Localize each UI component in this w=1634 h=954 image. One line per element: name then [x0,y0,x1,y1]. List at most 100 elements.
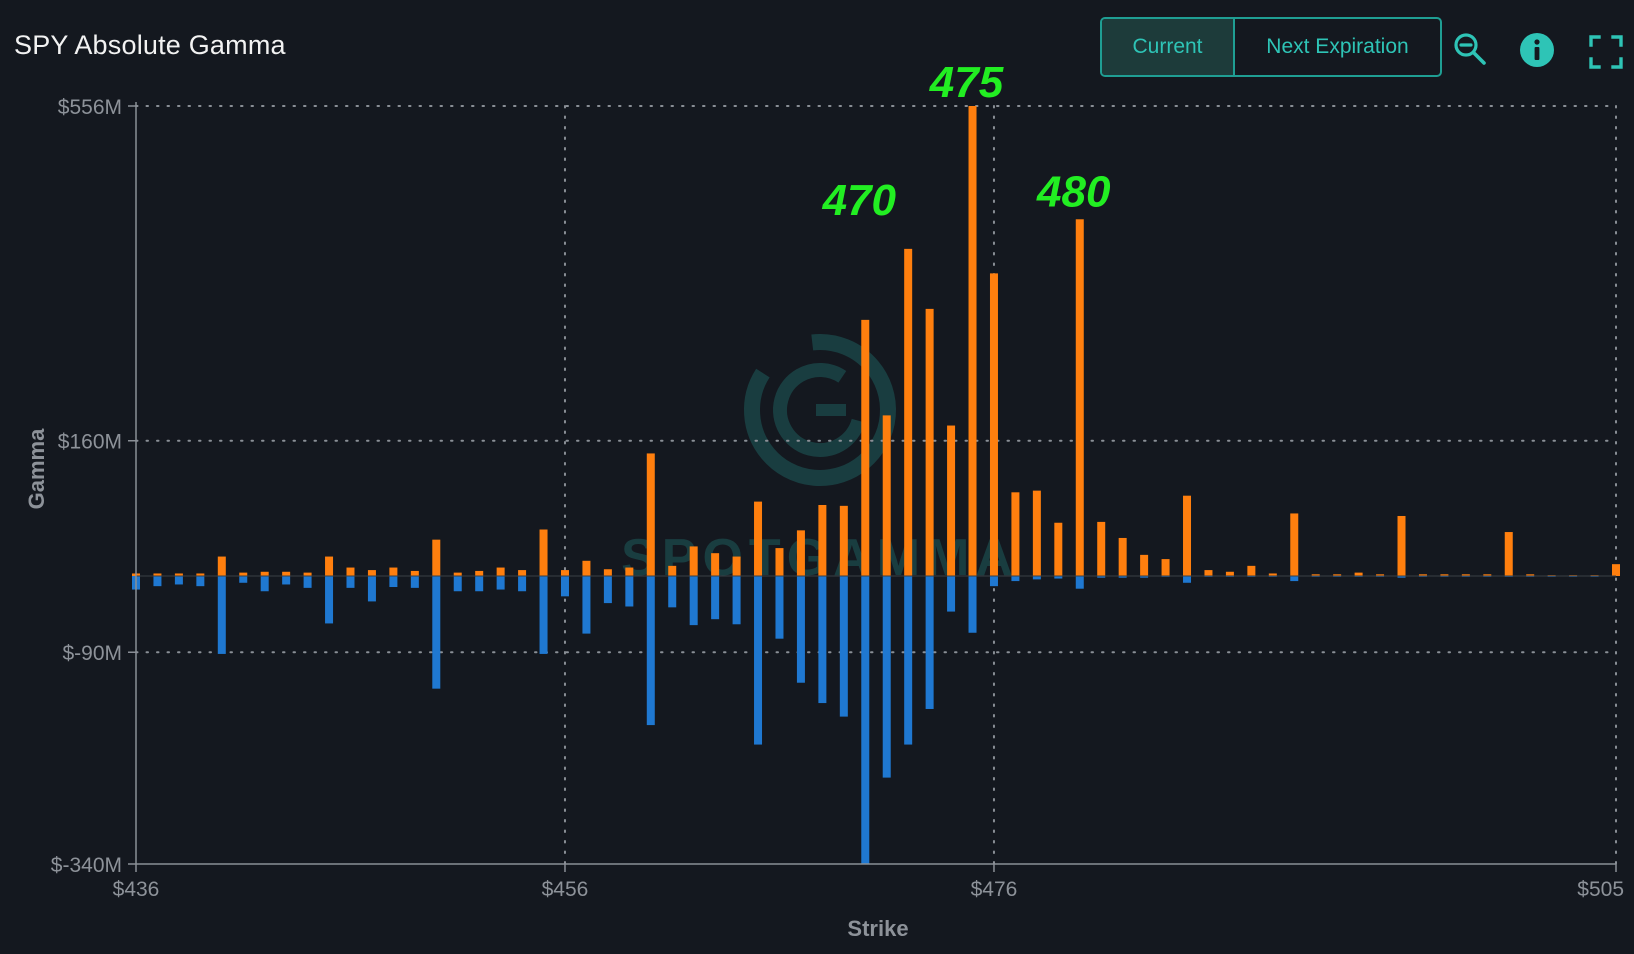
put-gamma-bar [904,576,913,745]
call-gamma-bar [711,553,720,576]
call-gamma-bar [925,308,934,576]
expiration-toggle: Current Next Expiration [1100,17,1442,77]
call-gamma-bar [367,570,376,576]
call-gamma-bar [1354,572,1363,576]
call-gamma-bar [968,106,977,576]
fullscreen-icon[interactable] [1587,33,1625,71]
put-gamma-bar [839,576,848,717]
put-gamma-bar [732,576,741,625]
call-gamma-bar [432,539,441,576]
call-gamma-bar [174,573,183,576]
call-gamma-bar [518,570,527,576]
put-gamma-bar [925,576,934,709]
strike-annotation: 480 [1036,168,1111,217]
y-tick-label: $160M [58,431,122,454]
y-tick-label: $-340M [51,854,122,877]
call-gamma-bar [496,567,505,576]
call-gamma-bar [1118,537,1127,576]
put-gamma-bar [989,576,998,587]
put-gamma-bar [303,576,312,588]
call-gamma-bar [1097,521,1106,576]
call-gamma-bar [1461,574,1470,576]
call-gamma-bar [1161,559,1170,576]
call-gamma-bar [775,548,784,576]
put-gamma-bar [947,576,956,612]
call-gamma-bar [346,567,355,576]
put-gamma-bar [582,576,591,634]
call-gamma-bar [1333,574,1342,576]
call-gamma-bar [325,556,334,576]
put-gamma-bar [432,576,441,689]
call-gamma-bar [282,571,291,576]
axes [128,102,1617,872]
put-gamma-bar [1075,576,1084,589]
call-gamma-bar [1204,570,1213,576]
call-gamma-bar [1418,574,1427,576]
call-gamma-bar [904,248,913,576]
put-gamma-bar [796,576,805,683]
strike-annotation: 470 [822,176,897,225]
call-gamma-bar [196,573,205,576]
call-gamma-bar [410,570,419,576]
put-gamma-bar [625,576,634,607]
put-gamma-bar [968,576,977,633]
put-gamma-bar [239,576,248,583]
call-gamma-bar [1268,573,1277,576]
call-gamma-bar [1290,513,1299,576]
put-gamma-bar [1290,576,1299,582]
labels: $556M $160M $-90M $-340M$436 $456 $476 $505 Str… [24,58,1624,941]
put-gamma-bar [603,576,612,604]
call-gamma-bar [1483,574,1492,576]
put-gamma-bar [1011,576,1020,582]
put-gamma-bar [496,576,505,590]
put-gamma-bar [646,576,655,726]
current-button[interactable]: Current [1102,19,1235,75]
x-axis-title: Strike [847,916,908,941]
call-gamma-bar [689,546,698,576]
call-gamma-bar [668,565,677,576]
strike-annotation: 475 [929,58,1004,107]
put-gamma-bar [410,576,419,588]
call-gamma-bar [1526,574,1535,576]
zoom-out-icon[interactable] [1451,30,1489,68]
put-gamma-bar [668,576,677,608]
put-gamma-bar [518,576,527,592]
info-icon[interactable] [1518,31,1556,69]
call-gamma-bar [625,567,634,576]
put-gamma-bar [560,576,569,597]
put-gamma-bar [1054,576,1063,579]
call-gamma-bar [539,529,548,576]
call-gamma-bar [1440,574,1449,576]
put-gamma-bar [453,576,462,592]
call-gamma-bar [303,572,312,576]
call-gamma-bar [153,573,162,576]
call-gamma-bar [217,556,226,576]
call-gamma-bar [1011,492,1020,576]
call-gamma-bar [603,569,612,576]
call-gamma-bar [818,504,827,576]
call-gamma-bar [732,556,741,576]
next-expiration-button[interactable]: Next Expiration [1266,35,1409,58]
call-gamma-bar [1075,219,1084,576]
put-gamma-bar [1397,576,1406,578]
put-gamma-bar [217,576,226,654]
call-gamma-bar [239,572,248,576]
put-gamma-bar [1097,576,1106,578]
call-gamma-bar [1397,515,1406,576]
bars [132,106,1620,864]
call-gamma-bar [882,415,891,576]
put-gamma-bar [153,576,162,587]
y-tick-label: $556M [58,96,122,119]
x-tick-label: $476 [971,878,1018,901]
call-gamma-bar [1032,490,1041,576]
put-gamma-bar [282,576,291,585]
put-gamma-bar [689,576,698,626]
put-gamma-bar [1183,576,1192,583]
call-gamma-bar [1311,574,1320,576]
call-gamma-bar [260,571,269,576]
call-gamma-bar [1504,532,1513,576]
call-gamma-bar [389,567,398,576]
put-gamma-bar [367,576,376,602]
